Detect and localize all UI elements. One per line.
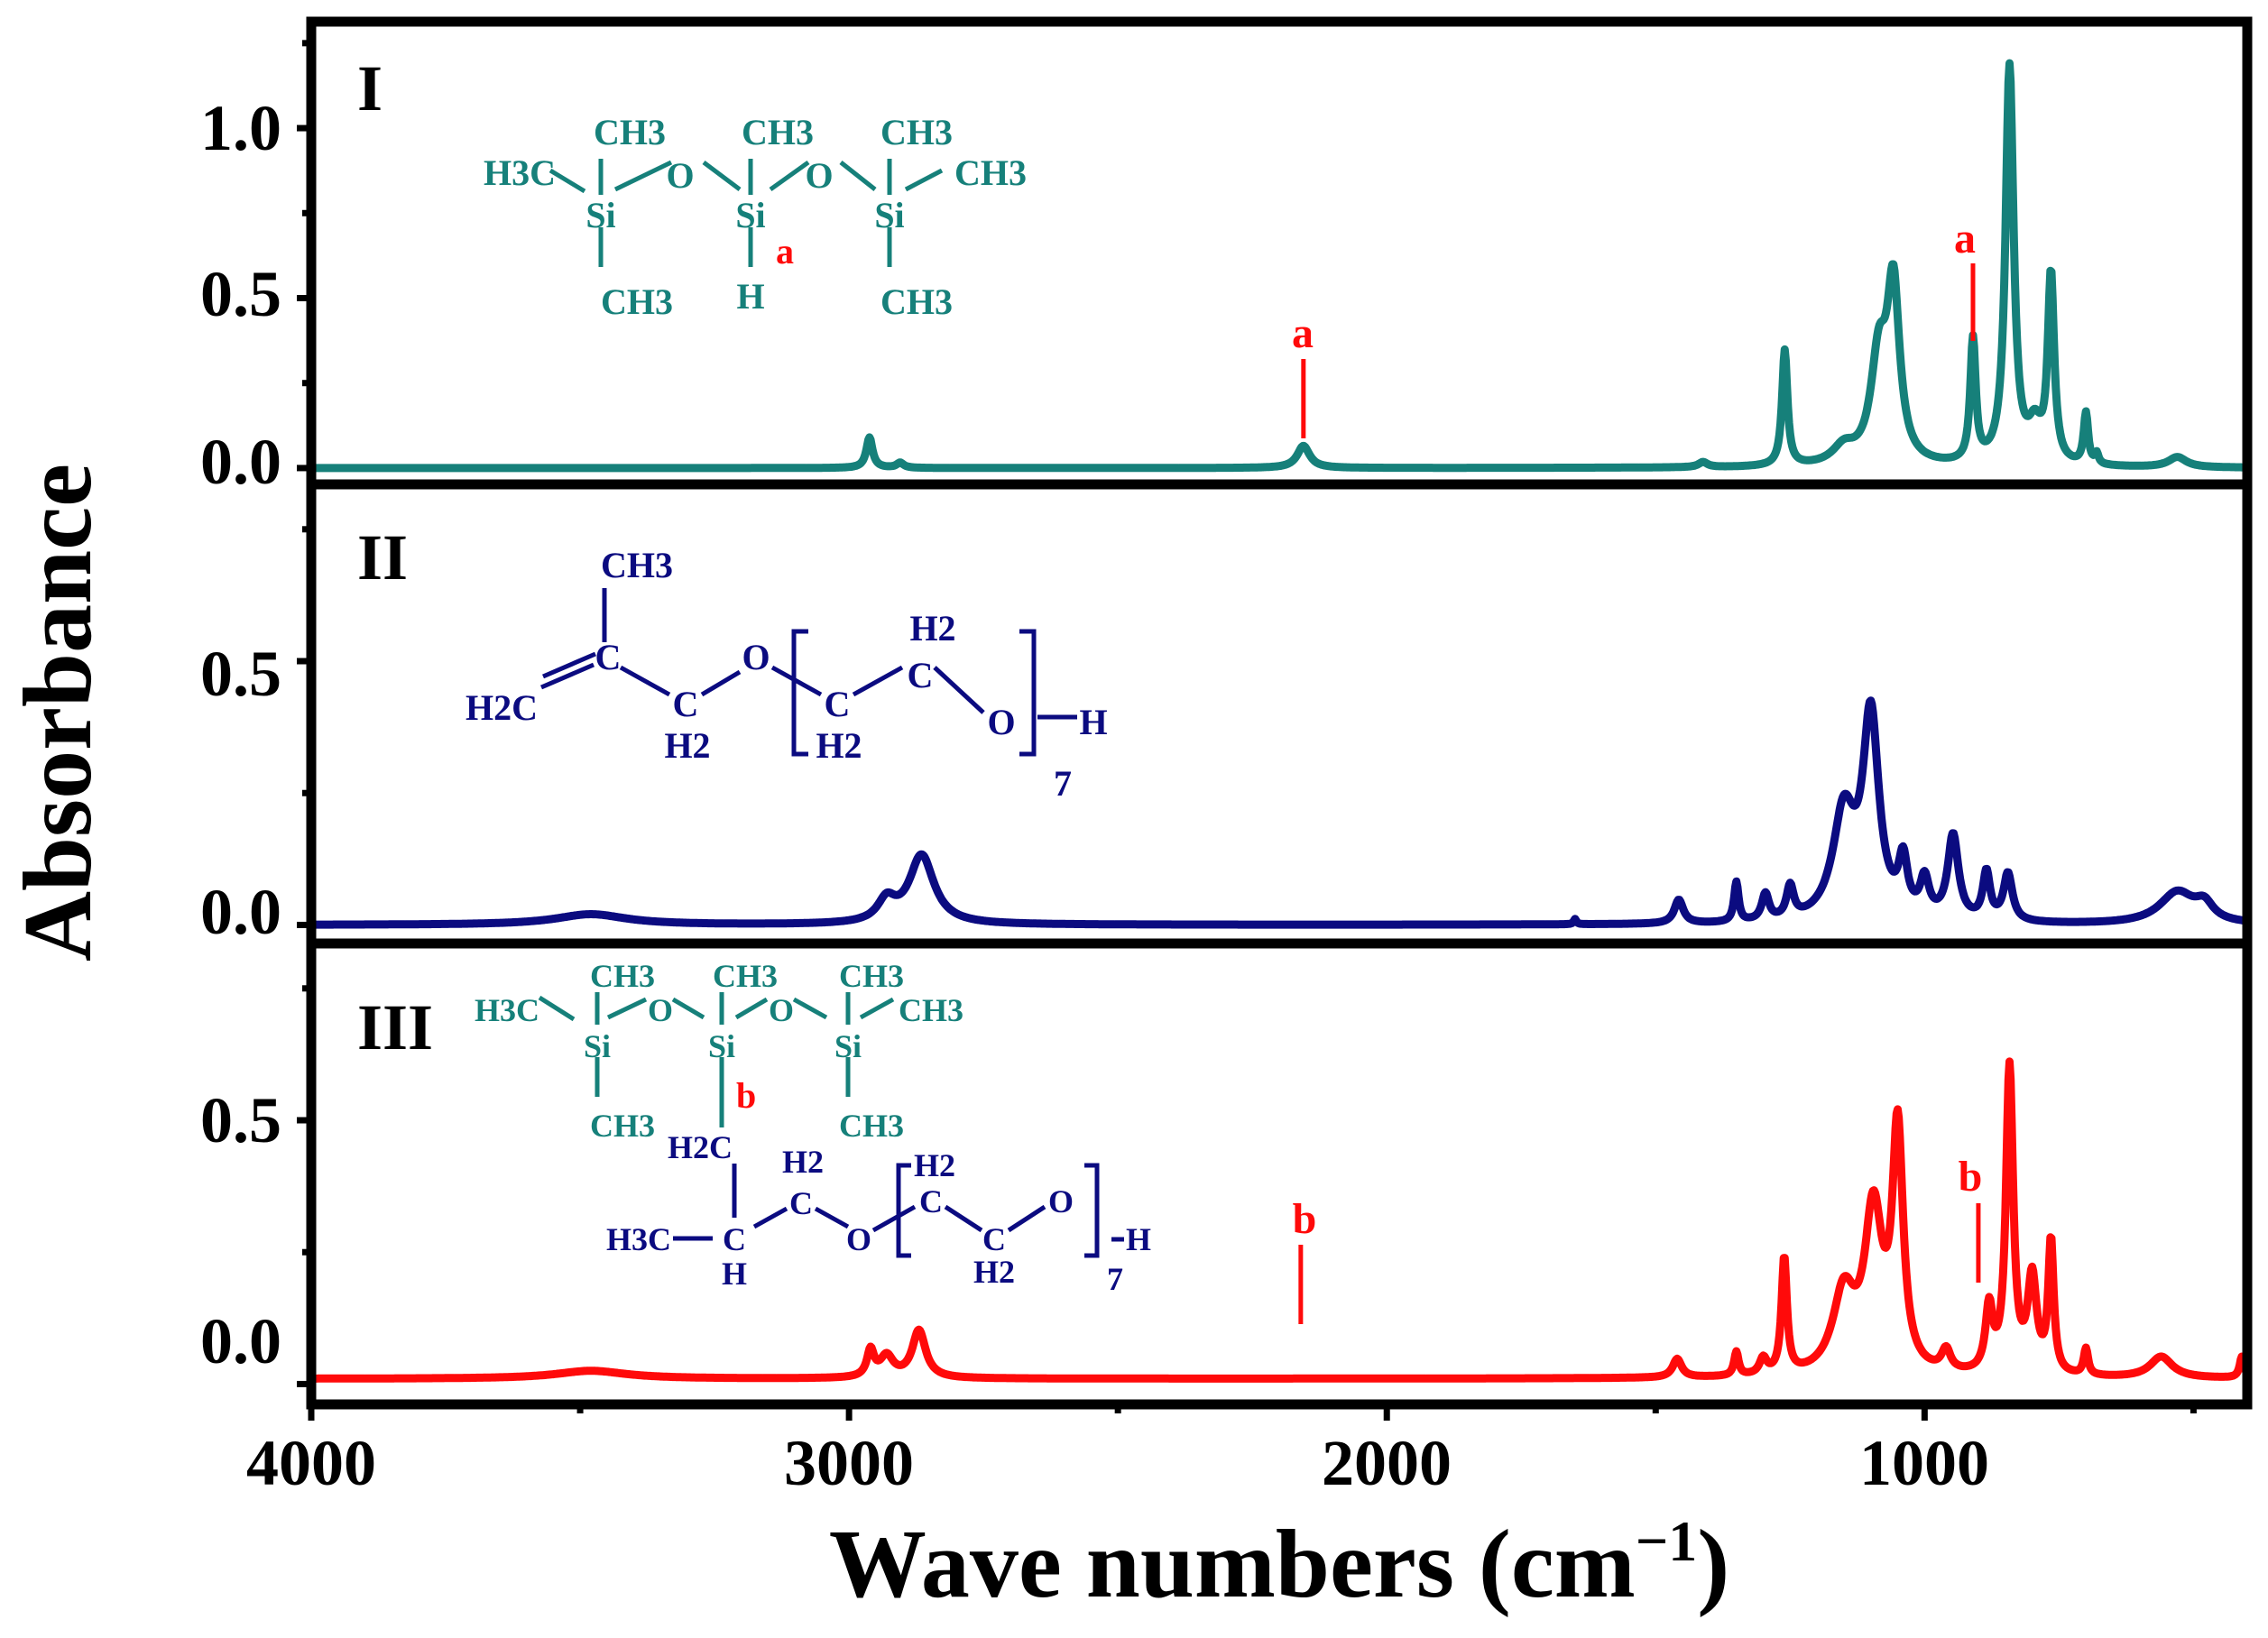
group-label: CH3 bbox=[590, 1108, 655, 1144]
ytick-label: 0.5 bbox=[200, 258, 281, 330]
atom-label: O bbox=[666, 155, 694, 196]
ytick-label: 0.0 bbox=[200, 876, 281, 948]
group-label: H2 bbox=[909, 608, 955, 649]
plot-frame bbox=[306, 16, 2253, 1410]
atom-label: C bbox=[908, 655, 934, 695]
atom-label: Si bbox=[874, 195, 904, 235]
atom-label: H bbox=[736, 276, 764, 317]
spectrum-line-II bbox=[311, 696, 2247, 929]
atom-label: C bbox=[789, 1185, 813, 1221]
group-label: CH3 bbox=[839, 1108, 904, 1144]
atom-label: O bbox=[742, 637, 770, 677]
ytick-label: 0.5 bbox=[200, 638, 281, 710]
annotation-label: a bbox=[1954, 215, 1976, 262]
structure-methallyl-peg-II: CH3 H2C C C H2 O C H2 H2 C O H 7 bbox=[466, 545, 1108, 804]
group-label: H2 bbox=[914, 1147, 955, 1183]
group-label: CH3 bbox=[954, 152, 1027, 193]
panel-label-II: II bbox=[357, 521, 408, 594]
group-label: H3C bbox=[484, 152, 556, 193]
x-tick-labels: 4000 3000 2000 1000 bbox=[246, 1427, 1989, 1499]
atom-label: C bbox=[919, 1183, 943, 1219]
atom-label: Si bbox=[735, 195, 765, 235]
group-label: CH3 bbox=[713, 958, 778, 994]
panel-label-III: III bbox=[357, 991, 433, 1063]
atom-label: O bbox=[846, 1221, 871, 1257]
atom-label: O bbox=[805, 155, 833, 196]
bond-label: b bbox=[736, 1075, 756, 1116]
atom-label: O bbox=[987, 702, 1015, 742]
atom-label: Si bbox=[834, 1028, 862, 1064]
repeat-count: 7 bbox=[1107, 1261, 1123, 1297]
group-label: H2C bbox=[466, 687, 538, 728]
group-label: CH3 bbox=[601, 281, 673, 322]
structure-siloxane-I: CH3 CH3 CH3 CH3 CH3 CH3 H3C Si Si Si O O… bbox=[484, 112, 1027, 322]
group-label: H2 bbox=[664, 725, 710, 766]
annotation-label: b bbox=[1959, 1153, 1983, 1201]
ytick-label: 0.0 bbox=[200, 1305, 281, 1377]
xtick-label: 2000 bbox=[1322, 1427, 1452, 1499]
ytick-label: 0.0 bbox=[200, 426, 281, 498]
ytick-label: 1.0 bbox=[200, 92, 281, 164]
x-axis-title: Wave numbers (cm−1) bbox=[829, 1509, 1729, 1618]
group-label: CH3 bbox=[594, 112, 666, 152]
group-label: CH3 bbox=[601, 545, 673, 585]
atom-label: C bbox=[595, 637, 622, 677]
atom-label: C bbox=[673, 684, 699, 724]
group-label: H3C bbox=[606, 1221, 671, 1257]
xtick-label: 3000 bbox=[784, 1427, 914, 1499]
ytick-label: 0.5 bbox=[200, 1084, 281, 1156]
group-label: CH3 bbox=[899, 992, 963, 1028]
spectrum-line-III bbox=[311, 1057, 2247, 1383]
atom-label: C bbox=[825, 684, 851, 724]
annotation-label: b bbox=[1293, 1195, 1317, 1243]
atom-label: O bbox=[1048, 1183, 1074, 1219]
atom-label: O bbox=[769, 992, 794, 1028]
group-label: CH3 bbox=[880, 112, 953, 152]
atom-label: C bbox=[982, 1221, 1006, 1257]
repeat-count: 7 bbox=[1054, 763, 1072, 804]
panel-label-I: I bbox=[357, 52, 383, 124]
annotation-label: a bbox=[1292, 309, 1314, 357]
group-label: H2C bbox=[668, 1129, 733, 1165]
group-label: H3C bbox=[475, 992, 539, 1028]
y-tick-labels: 1.0 0.5 0.0 0.5 0.0 0.5 0.0 bbox=[200, 92, 281, 1377]
atom-label: H bbox=[1079, 702, 1107, 742]
group-label: H2 bbox=[782, 1144, 824, 1180]
group-label: H2 bbox=[816, 725, 862, 766]
atom-label: C bbox=[723, 1221, 746, 1257]
group-label: CH3 bbox=[880, 281, 953, 322]
atom-label: H bbox=[722, 1256, 747, 1292]
y-axis-title: Absorbance bbox=[5, 464, 112, 962]
spectrum-line-I bbox=[311, 59, 2247, 473]
peak-markers bbox=[1298, 263, 1981, 1324]
atom-label: Si bbox=[708, 1028, 735, 1064]
group-label: CH3 bbox=[839, 958, 904, 994]
atom-label: Si bbox=[584, 1028, 611, 1064]
atom-label: Si bbox=[585, 195, 615, 235]
atom-label: O bbox=[648, 992, 673, 1028]
group-label: CH3 bbox=[590, 958, 655, 994]
group-label: H2 bbox=[973, 1254, 1015, 1290]
atom-label: H bbox=[1126, 1221, 1151, 1257]
xtick-label: 1000 bbox=[1859, 1427, 1989, 1499]
structure-grafted-III: CH3 CH3 CH3 CH3 CH3 CH3 H3C Si Si Si O O… bbox=[475, 958, 1151, 1297]
group-label: CH3 bbox=[742, 112, 814, 152]
bond-label: a bbox=[776, 231, 794, 271]
xtick-label: 4000 bbox=[246, 1427, 376, 1499]
